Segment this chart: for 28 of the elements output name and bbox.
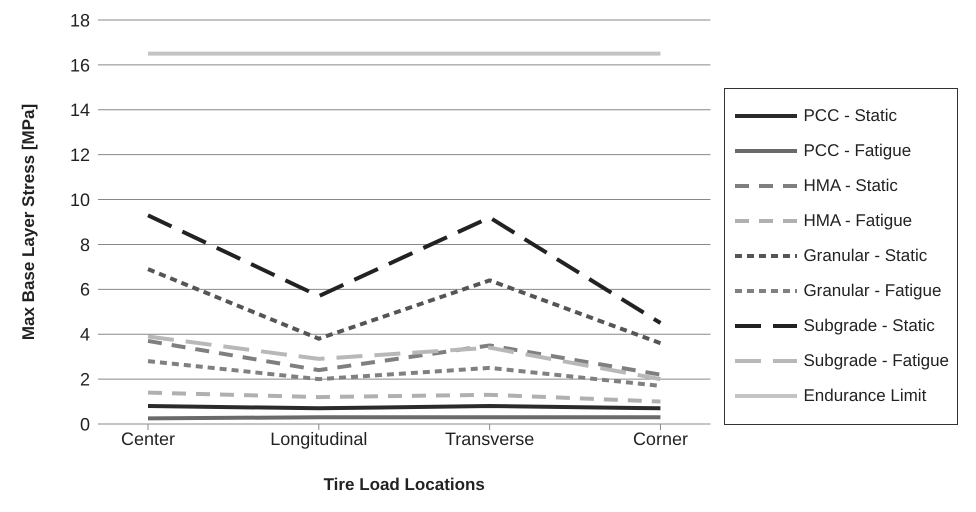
y-tick-label: 10 <box>70 190 90 210</box>
legend-label: Endurance Limit <box>803 386 926 406</box>
x-tick-label: Corner <box>632 428 688 449</box>
y-tick-label: 12 <box>70 145 90 166</box>
y-tick-label: 0 <box>80 414 90 434</box>
x-tick-label: Transverse <box>444 428 534 449</box>
legend-label: PCC - Fatigue <box>803 141 912 161</box>
legend-label: PCC - Static <box>803 106 897 126</box>
y-axis-title: Max Base Layer Stress [MPa] <box>19 104 38 340</box>
y-tick-label: 2 <box>80 370 90 390</box>
y-tick-label: 8 <box>80 234 90 255</box>
y-tick-label: 4 <box>80 324 90 345</box>
y-tick-label: 16 <box>70 55 90 76</box>
legend-label: Granular - Fatigue <box>803 281 942 301</box>
x-tick-label: Center <box>120 428 176 449</box>
x-tick-label: Longitudinal <box>270 428 368 449</box>
line-series <box>146 390 662 404</box>
legend-label: HMA - Fatigue <box>803 211 912 231</box>
y-tick-label: 6 <box>80 280 90 300</box>
y-tick-label: 14 <box>70 100 90 120</box>
y-tick-label: 18 <box>70 10 90 30</box>
legend-label: HMA - Static <box>803 176 898 196</box>
legend-label: Granular - Static <box>803 246 928 266</box>
legend-label: Subgrade - Fatigue <box>803 351 949 371</box>
legend-label: Subgrade - Static <box>803 316 935 336</box>
x-axis-title: Tire Load Locations <box>324 475 485 494</box>
line-series <box>146 213 662 325</box>
line-series <box>146 267 662 346</box>
